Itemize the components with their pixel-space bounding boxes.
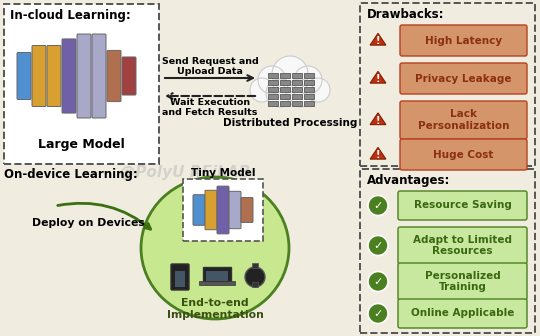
Text: Distributed Processing: Distributed Processing [223, 118, 357, 128]
FancyBboxPatch shape [398, 299, 527, 328]
FancyBboxPatch shape [292, 94, 302, 99]
Text: !: ! [376, 150, 380, 160]
Circle shape [306, 78, 330, 102]
FancyBboxPatch shape [398, 227, 527, 264]
Text: ✓: ✓ [373, 308, 383, 319]
Text: !: ! [376, 36, 380, 46]
FancyBboxPatch shape [241, 198, 253, 222]
FancyBboxPatch shape [4, 4, 159, 164]
FancyBboxPatch shape [292, 80, 302, 85]
Polygon shape [370, 113, 386, 125]
Text: Personalized
Training: Personalized Training [424, 271, 501, 292]
FancyBboxPatch shape [32, 45, 46, 107]
Circle shape [258, 66, 286, 94]
FancyBboxPatch shape [280, 87, 290, 92]
FancyBboxPatch shape [183, 179, 263, 241]
FancyBboxPatch shape [252, 282, 258, 287]
Text: !: ! [376, 74, 380, 84]
FancyBboxPatch shape [400, 63, 527, 94]
FancyBboxPatch shape [304, 101, 314, 106]
Polygon shape [370, 148, 386, 159]
FancyBboxPatch shape [199, 281, 235, 285]
FancyBboxPatch shape [122, 57, 136, 95]
Circle shape [368, 236, 388, 255]
Text: Wait Execution
and Fetch Results: Wait Execution and Fetch Results [163, 98, 258, 117]
FancyBboxPatch shape [304, 94, 314, 99]
FancyBboxPatch shape [229, 191, 241, 229]
Text: Huge Cost: Huge Cost [433, 150, 494, 160]
FancyBboxPatch shape [360, 3, 535, 166]
Text: End-to-end
Implementation: End-to-end Implementation [166, 298, 264, 320]
FancyBboxPatch shape [171, 264, 189, 290]
FancyBboxPatch shape [268, 87, 278, 92]
Circle shape [368, 196, 388, 215]
Text: ✓: ✓ [373, 277, 383, 287]
FancyBboxPatch shape [292, 101, 302, 106]
FancyBboxPatch shape [268, 101, 278, 106]
FancyBboxPatch shape [203, 267, 231, 283]
FancyBboxPatch shape [304, 73, 314, 78]
FancyBboxPatch shape [62, 39, 76, 113]
FancyBboxPatch shape [400, 101, 527, 139]
FancyBboxPatch shape [280, 73, 290, 78]
FancyBboxPatch shape [92, 34, 106, 118]
FancyBboxPatch shape [292, 73, 302, 78]
FancyBboxPatch shape [17, 52, 31, 99]
Circle shape [286, 79, 314, 107]
FancyBboxPatch shape [280, 101, 290, 106]
Circle shape [266, 79, 294, 107]
Text: Send Request and
Upload Data: Send Request and Upload Data [161, 56, 258, 76]
FancyBboxPatch shape [304, 80, 314, 85]
Text: Online Applicable: Online Applicable [411, 308, 514, 319]
FancyBboxPatch shape [292, 87, 302, 92]
FancyBboxPatch shape [398, 263, 527, 300]
FancyBboxPatch shape [252, 263, 258, 268]
Text: Deploy on Devices: Deploy on Devices [32, 218, 145, 228]
Ellipse shape [141, 177, 289, 319]
FancyBboxPatch shape [175, 271, 185, 287]
Text: High Latency: High Latency [425, 36, 502, 45]
FancyBboxPatch shape [360, 169, 535, 333]
FancyBboxPatch shape [280, 94, 290, 99]
FancyBboxPatch shape [268, 94, 278, 99]
FancyBboxPatch shape [47, 45, 61, 107]
Text: Privacy Leakage: Privacy Leakage [415, 74, 512, 84]
Circle shape [294, 66, 322, 94]
FancyBboxPatch shape [77, 34, 91, 118]
Circle shape [245, 267, 265, 287]
Text: On-device Learning:: On-device Learning: [4, 168, 138, 181]
Text: ✓: ✓ [373, 201, 383, 210]
FancyBboxPatch shape [280, 80, 290, 85]
Circle shape [272, 56, 308, 92]
Text: !: ! [376, 116, 380, 126]
FancyBboxPatch shape [268, 80, 278, 85]
Text: Tiny Model: Tiny Model [191, 168, 255, 178]
Polygon shape [370, 71, 386, 83]
Text: ✓: ✓ [373, 241, 383, 251]
Text: Lack
Personalization: Lack Personalization [418, 109, 509, 131]
Text: @PolyU REiLAB: @PolyU REiLAB [120, 166, 250, 180]
FancyBboxPatch shape [304, 87, 314, 92]
FancyBboxPatch shape [193, 195, 205, 225]
FancyBboxPatch shape [398, 191, 527, 220]
FancyBboxPatch shape [260, 82, 320, 96]
Text: Large Model: Large Model [38, 138, 125, 151]
Text: In-cloud Learning:: In-cloud Learning: [10, 9, 131, 22]
Circle shape [250, 78, 274, 102]
Polygon shape [370, 33, 386, 45]
Text: Drawbacks:: Drawbacks: [367, 8, 444, 21]
Circle shape [368, 271, 388, 292]
FancyBboxPatch shape [400, 139, 527, 170]
FancyBboxPatch shape [268, 73, 278, 78]
FancyBboxPatch shape [400, 25, 527, 56]
Circle shape [368, 303, 388, 324]
FancyBboxPatch shape [206, 271, 228, 281]
Text: Adapt to Limited
Resources: Adapt to Limited Resources [413, 235, 512, 256]
Text: Resource Saving: Resource Saving [414, 201, 511, 210]
Text: Advantages:: Advantages: [367, 174, 450, 187]
FancyBboxPatch shape [217, 186, 229, 234]
FancyBboxPatch shape [205, 190, 217, 230]
FancyBboxPatch shape [107, 50, 121, 101]
